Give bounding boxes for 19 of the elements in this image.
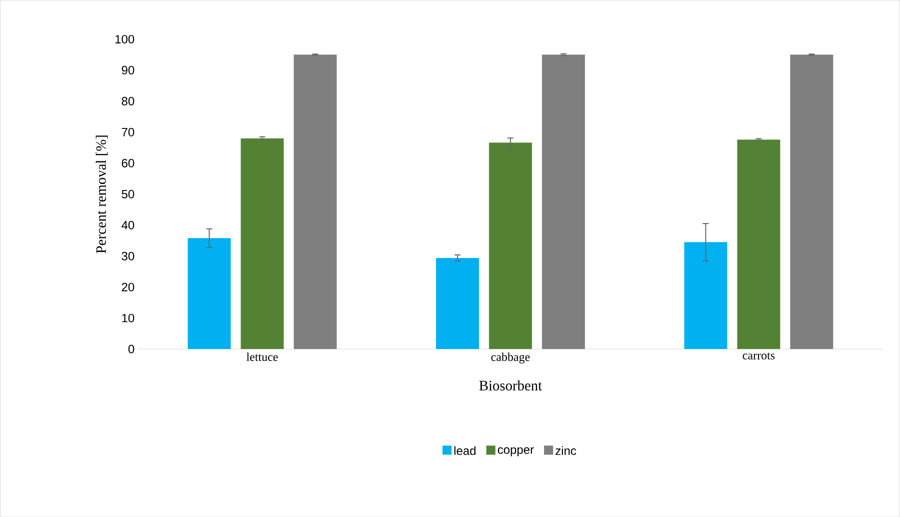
y-tick-label: 30 [122, 252, 134, 260]
legend-label: zinc [556, 446, 576, 455]
x-axis-title: Biosorbent [479, 380, 542, 390]
x-tick-label: lettuce [246, 352, 278, 361]
y-tick-label: 60 [122, 158, 134, 168]
y-axis-title: Percent removal [%] [96, 136, 108, 254]
x-tick-label: cabbage [491, 352, 530, 364]
y-tick-label: 70 [122, 128, 134, 136]
x-tick-label: carrots [742, 352, 775, 360]
y-tick-label: 90 [122, 66, 134, 74]
y-tick-label: 20 [122, 282, 134, 292]
y-tick-label: 10 [122, 314, 134, 322]
legend-label: copper [498, 447, 534, 456]
y-tick-label: 50 [122, 190, 134, 198]
y-tick-label: 40 [122, 220, 134, 230]
y-tick-label: 0 [128, 344, 134, 354]
legend-label: lead [454, 446, 476, 455]
y-tick-label: 80 [122, 96, 134, 106]
y-tick-label: 100 [116, 34, 134, 44]
